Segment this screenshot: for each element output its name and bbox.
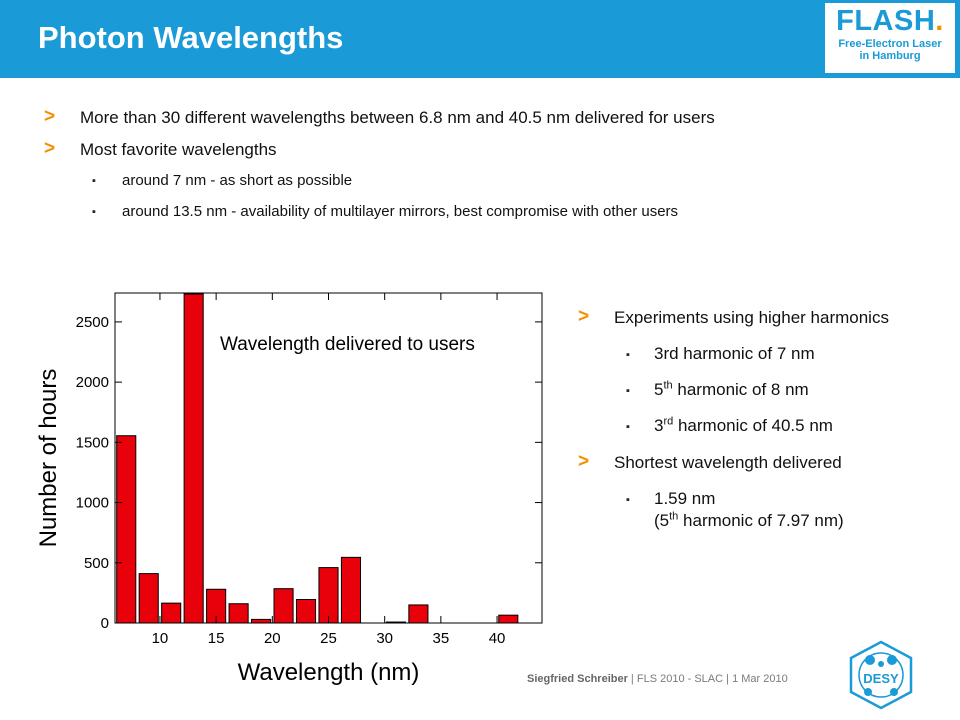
x-tick-label: 40: [489, 630, 506, 647]
flash-logo-dot: .: [935, 5, 944, 37]
histogram-bar: [340, 556, 362, 624]
chart-annotation: Wavelength delivered to users: [220, 334, 475, 355]
superscript: rd: [663, 415, 674, 428]
bullet-text: Experiments using higher harmonics: [614, 308, 889, 327]
arrow-bullet-icon: >: [44, 106, 56, 127]
histogram-bar: [408, 604, 429, 624]
footer-separator: |: [627, 673, 637, 685]
x-tick-label: 35: [433, 630, 450, 647]
square-bullet-icon: ▪: [626, 385, 630, 397]
y-tick-label: 500: [84, 555, 109, 572]
bullet-text: More than 30 different wavelengths betwe…: [80, 108, 715, 127]
x-tick-label: 15: [208, 630, 225, 647]
x-tick-label: 10: [152, 630, 169, 647]
footer: Siegfried Schreiber | FLS 2010 - SLAC | …: [527, 673, 788, 685]
sub-bullet-text: around 7 nm - as short as possible: [122, 172, 353, 189]
x-axis-label: Wavelength (nm): [238, 659, 420, 686]
top-bullets: > More than 30 different wavelengths bet…: [44, 106, 944, 234]
square-bullet-icon: ▪: [92, 175, 96, 187]
flash-logo-main: FLASH: [836, 5, 936, 37]
desy-logo-icon: DESY: [849, 640, 913, 710]
page-title: Photon Wavelengths: [38, 20, 344, 55]
sub-bullet-text: around 13.5 nm - availability of multila…: [122, 203, 679, 220]
sub-bullet-text-line2: (5th harmonic of 7.97 nm): [654, 511, 844, 530]
histogram-bar: [318, 567, 339, 624]
histogram-bar: [498, 614, 519, 624]
bars-layer: [116, 293, 519, 624]
y-tick-label: 1000: [76, 495, 109, 512]
text-part: 5: [654, 380, 664, 399]
sub-bullet-text-line1: 1.59 nm: [654, 489, 716, 508]
y-tick-label: 0: [101, 615, 109, 632]
arrow-bullet-icon: >: [44, 138, 56, 159]
histogram-bar: [138, 573, 159, 624]
sub-bullet-3rd-harmonic-7nm: ▪ 3rd harmonic of 7 nm: [578, 343, 948, 365]
arrow-bullet-icon: >: [578, 451, 590, 472]
x-tick-label: 20: [264, 630, 281, 647]
text-part: harmonic of 8 nm: [672, 380, 809, 399]
sub-bullet-7nm: ▪ around 7 nm - as short as possible: [44, 172, 944, 190]
bullet-text: Shortest wavelength delivered: [614, 453, 842, 472]
sub-bullet-13-5nm: ▪ around 13.5 nm - availability of multi…: [44, 203, 944, 221]
right-bullets: > Experiments using higher harmonics ▪ 3…: [578, 306, 948, 546]
superscript: th: [669, 510, 679, 523]
flash-logo-subtitle-2: in Hamburg: [859, 50, 921, 62]
flash-logo-subtitle-1: Free-Electron Laser: [838, 38, 942, 50]
footer-author: Siegfried Schreiber: [527, 673, 628, 685]
y-tick-label: 1500: [76, 434, 109, 451]
histogram-bar: [295, 599, 317, 624]
plot-frame: [114, 292, 543, 624]
square-bullet-icon: ▪: [92, 206, 96, 218]
superscript: th: [663, 379, 673, 392]
sub-bullet-1-59nm: ▪ 1.59 nm (5th harmonic of 7.97 nm): [578, 488, 948, 532]
footer-separator: |: [723, 673, 733, 685]
sub-bullet-3rd-harmonic-40-5nm: ▪ 3rd harmonic of 40.5 nm: [578, 415, 948, 437]
square-bullet-icon: ▪: [626, 421, 630, 433]
flash-logo-title: FLASH.: [825, 5, 955, 38]
flash-logo: FLASH. Free-Electron Laser in Hamburg: [824, 2, 956, 74]
bullet-text: Most favorite wavelengths: [80, 140, 277, 159]
histogram-bar: [251, 618, 272, 624]
x-tick-label: 30: [376, 630, 393, 647]
text-part: (5: [654, 511, 670, 530]
ticks-layer: 10 15 20 25 30 35 40 0 500 1000 1500 2000 2500: [76, 293, 542, 647]
footer-conference: FLS 2010 - SLAC: [636, 673, 724, 685]
text-part: harmonic of 40.5 nm: [673, 416, 833, 435]
bullet-shortest-wavelength: > Shortest wavelength delivered: [578, 451, 948, 474]
histogram-bar: [273, 588, 294, 624]
wavelength-histogram-chart: 10 15 20 25 30 35 40 0 500 1000 1500 2000 2500 Wavel…: [35, 292, 543, 686]
y-tick-label: 2500: [76, 314, 109, 331]
y-tick-label: 2000: [76, 374, 109, 391]
sub-bullet-text: 3rd harmonic of 7 nm: [654, 344, 815, 363]
desy-logo-text: DESY: [863, 671, 899, 686]
bullet-wavelength-range: > More than 30 different wavelengths bet…: [44, 106, 944, 128]
header-bar: Photon Wavelengths FLASH. Free-Electron …: [0, 0, 960, 78]
square-bullet-icon: ▪: [626, 349, 630, 361]
arrow-bullet-icon: >: [578, 306, 590, 327]
histogram-bar: [228, 603, 249, 624]
histogram-bar: [116, 435, 137, 624]
histogram-bar: [183, 293, 204, 624]
sub-bullet-5th-harmonic-8nm: ▪ 5th harmonic of 8 nm: [578, 379, 948, 401]
x-tick-label: 25: [320, 630, 337, 647]
footer-date: 1 Mar 2010: [732, 673, 788, 685]
sub-bullet-text: 3rd harmonic of 40.5 nm: [654, 416, 833, 435]
bullet-higher-harmonics: > Experiments using higher harmonics: [578, 306, 948, 329]
bullet-favorite-wavelengths: > Most favorite wavelengths: [44, 138, 944, 160]
text-part: harmonic of 7.97 nm): [678, 511, 844, 530]
sub-bullet-text: 5th harmonic of 8 nm: [654, 380, 809, 399]
text-part: 3: [654, 416, 664, 435]
histogram-bar: [161, 602, 182, 624]
y-axis-label: Number of hours: [35, 369, 62, 548]
square-bullet-icon: ▪: [626, 494, 630, 506]
